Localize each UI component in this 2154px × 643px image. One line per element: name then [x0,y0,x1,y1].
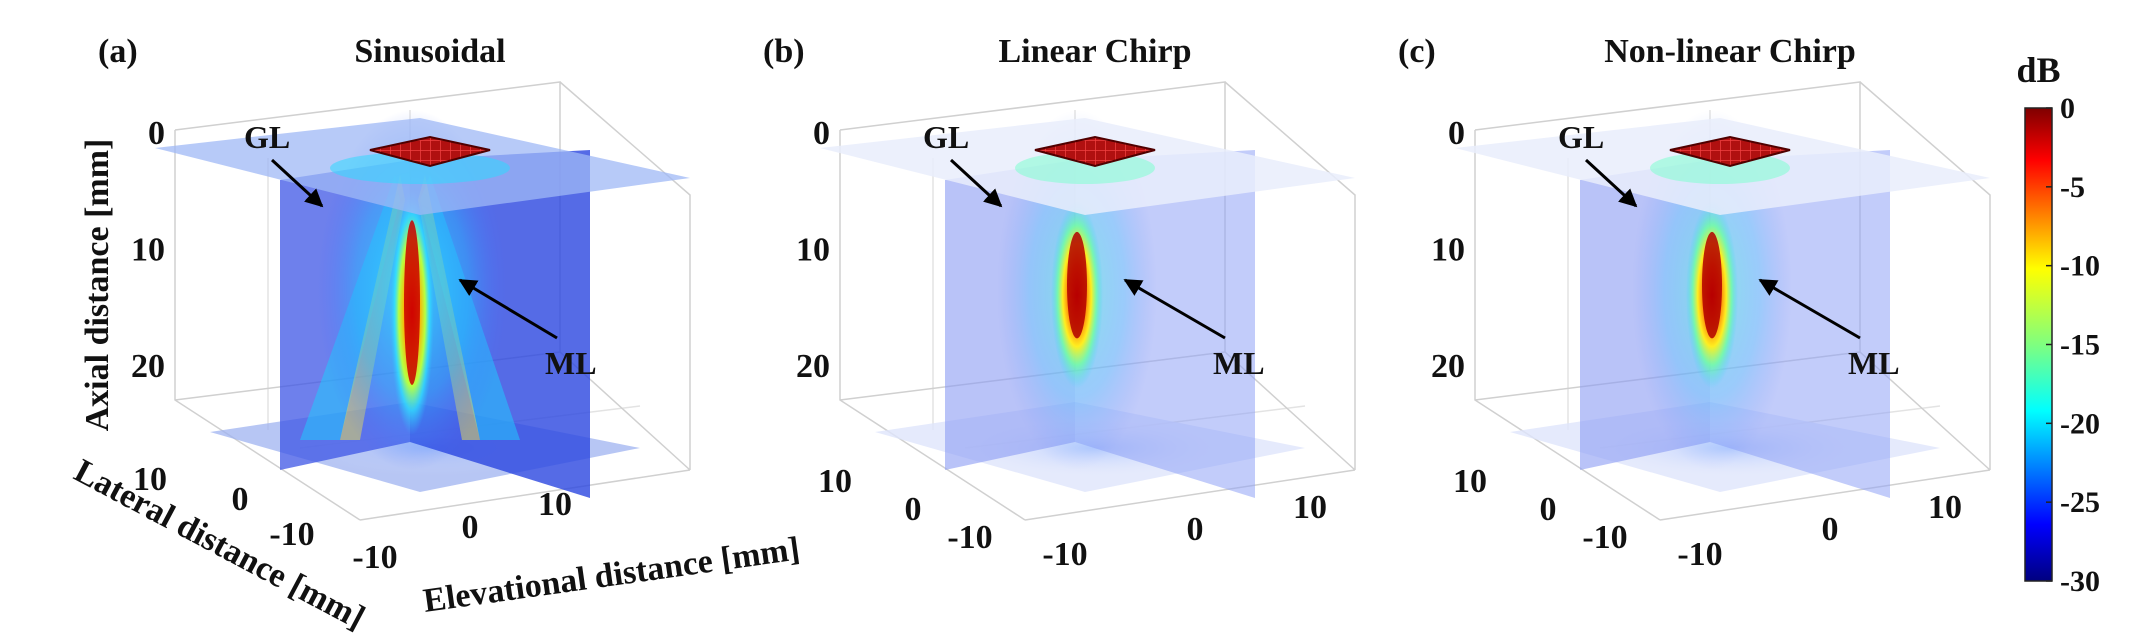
main-lobe-core [404,220,420,385]
z-tick-label: 20 [131,348,165,385]
colorbar-unit: dB [2016,50,2060,90]
z-tick-label: 10 [1431,232,1465,269]
ml-arrow [1123,278,1226,340]
ml-annotation: ML [545,345,597,381]
y-tick-label: 0 [462,509,479,546]
panel-2: (b) Linear Chirp 0 10 20 10 0 -10 -10 0 10 GL ML [763,33,1356,573]
ml-arrow [1758,278,1861,340]
y-tick-label: -10 [1042,536,1087,573]
y-tick-label: 10 [1293,489,1327,526]
colorbar: dB0 -5 -10 -15 -20 -25 -30 [2016,50,2100,598]
gl-arrow [1584,158,1638,208]
z-tick-label: 20 [796,348,830,385]
colorbar-tick-label: 0 [2060,92,2075,125]
y-tick-label: 10 [1928,489,1962,526]
x-tick-label: 10 [818,463,852,500]
main-lobe-core [1067,231,1087,339]
x-tick-label: -10 [269,516,314,553]
gl-annotation: GL [244,119,290,155]
z-tick-label: 0 [813,115,830,152]
ml-annotation: ML [1213,345,1265,381]
y-tick-label: 10 [538,486,572,523]
x-tick-label: 0 [232,481,249,518]
colorbar-tick-label: -15 [2060,329,2100,362]
panel-label: (b) [763,33,805,70]
colorbar-tick-label: -5 [2060,171,2085,204]
colorbar-tick-label: -30 [2060,565,2100,598]
x-tick-label: -10 [1582,519,1627,556]
ml-annotation: ML [1848,345,1900,381]
colorbar-tick-label: -25 [2060,486,2100,519]
gl-annotation: GL [1558,119,1604,155]
panel-3: (c) Non-linear Chirp 0 10 20 10 0 -10 -10 0 10 GL ML [1398,33,1991,573]
x-tick-label: 0 [905,491,922,528]
colorbar-tick-label: -20 [2060,407,2100,440]
gl-arrow [270,158,324,208]
x-tick-label: 10 [133,461,167,498]
x-tick-label: -10 [947,519,992,556]
z-tick-label: 0 [148,115,165,152]
gl-arrow [949,158,1003,208]
colorbar-tick-label: -10 [2060,250,2100,283]
panel-label: (c) [1398,33,1436,70]
transducer-array [1669,135,1791,168]
z-tick-label: 10 [131,232,165,269]
z-tick-label: 10 [796,232,830,269]
transducer-array [369,135,491,168]
y-tick-label: -10 [352,539,397,576]
z-tick-label: 0 [1448,115,1465,152]
z-axis-label: Axial distance [mm] [79,139,116,432]
y-tick-label: 0 [1187,511,1204,548]
panel-title: Linear Chirp [998,33,1191,70]
panel-label: (a) [98,33,138,70]
z-tick-label: 20 [1431,348,1465,385]
main-lobe-core [1702,231,1722,339]
x-axis-label: Lateral distance [mm] [68,452,370,636]
x-tick-label: 10 [1453,463,1487,500]
y-tick-label: 0 [1822,511,1839,548]
x-tick-label: 0 [1540,491,1557,528]
surface-glow [330,152,510,184]
panel-title: Sinusoidal [354,33,505,70]
panel-1: (a) Sinusoidal 0 10 20 10 0 -10 -10 0 10 GL ML Axial … [68,33,802,637]
ml-arrow [458,278,558,340]
gl-annotation: GL [923,119,969,155]
y-tick-label: -10 [1677,536,1722,573]
panel-title: Non-linear Chirp [1604,33,1856,70]
transducer-array [1034,135,1156,168]
